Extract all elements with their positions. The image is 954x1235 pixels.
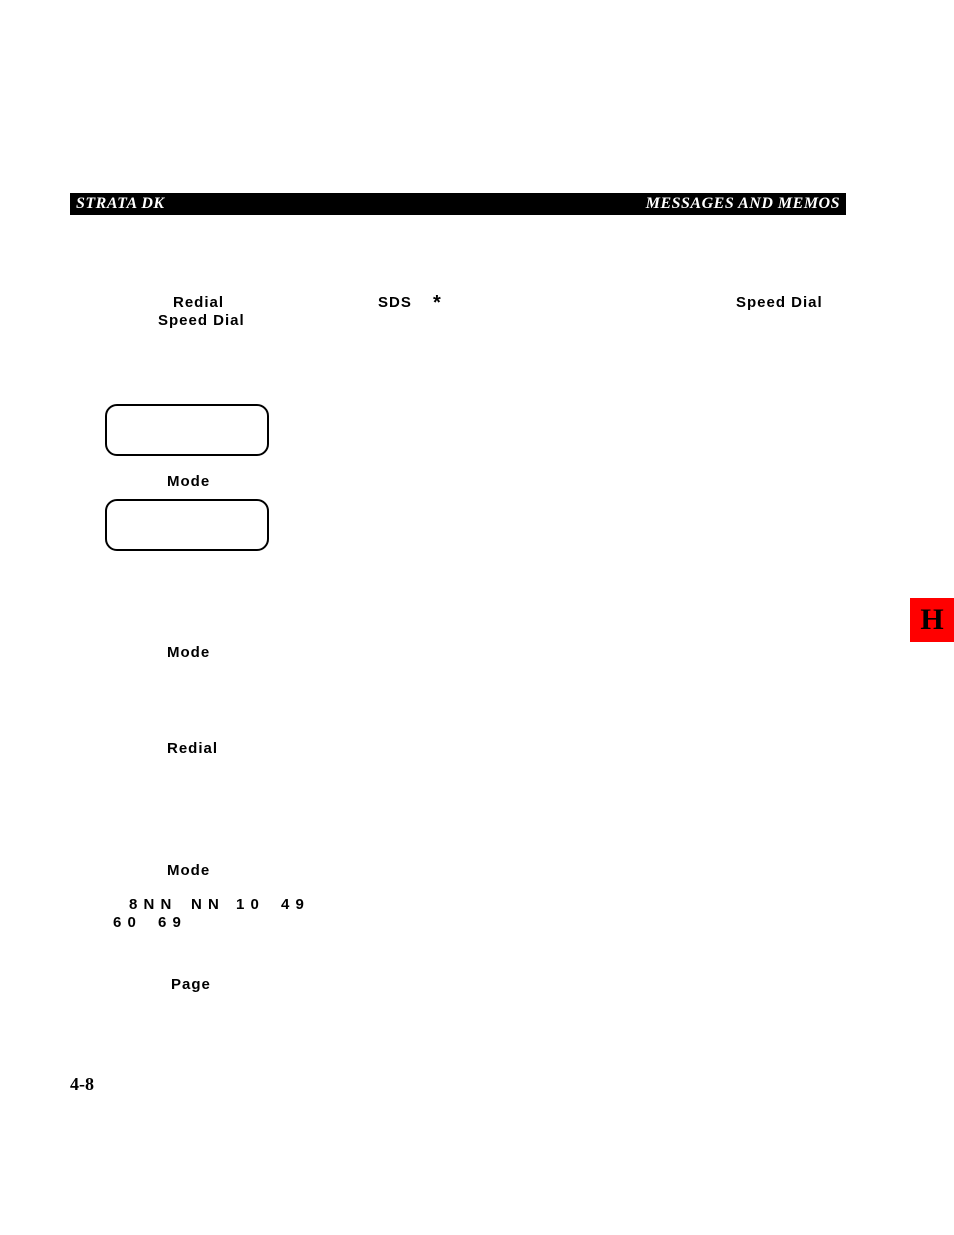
codes-line2-a: 6 0: [113, 914, 137, 931]
label-redial-2: Redial: [167, 740, 218, 757]
label-speed-dial-left: Speed Dial: [158, 312, 245, 329]
codes-line1-a: 8 N N: [129, 896, 172, 913]
header-right: MESSAGES AND MEMOS: [646, 195, 840, 213]
label-mode-2: Mode: [167, 644, 210, 661]
label-sds: SDS: [378, 294, 412, 311]
codes-line1-b: N N: [191, 896, 220, 913]
header-bar: STRATA DK MESSAGES AND MEMOS: [70, 193, 846, 215]
side-tab-letter: H: [920, 603, 943, 637]
label-star: *: [433, 292, 442, 315]
page: STRATA DK MESSAGES AND MEMOS Redial Spee…: [0, 0, 954, 1235]
button-box-2: [105, 499, 269, 551]
codes-line1-d: 4 9: [281, 896, 305, 913]
header-left: STRATA DK: [76, 195, 165, 213]
codes-line2-b: 6 9: [158, 914, 182, 931]
label-redial: Redial: [173, 294, 224, 311]
label-speed-dial-right: Speed Dial: [736, 294, 823, 311]
codes-line1-c: 1 0: [236, 896, 260, 913]
label-mode-3: Mode: [167, 862, 210, 879]
label-mode-1: Mode: [167, 473, 210, 490]
page-number: 4-8: [70, 1074, 94, 1095]
label-page: Page: [171, 976, 211, 993]
side-tab: H: [910, 598, 954, 642]
button-box-1: [105, 404, 269, 456]
